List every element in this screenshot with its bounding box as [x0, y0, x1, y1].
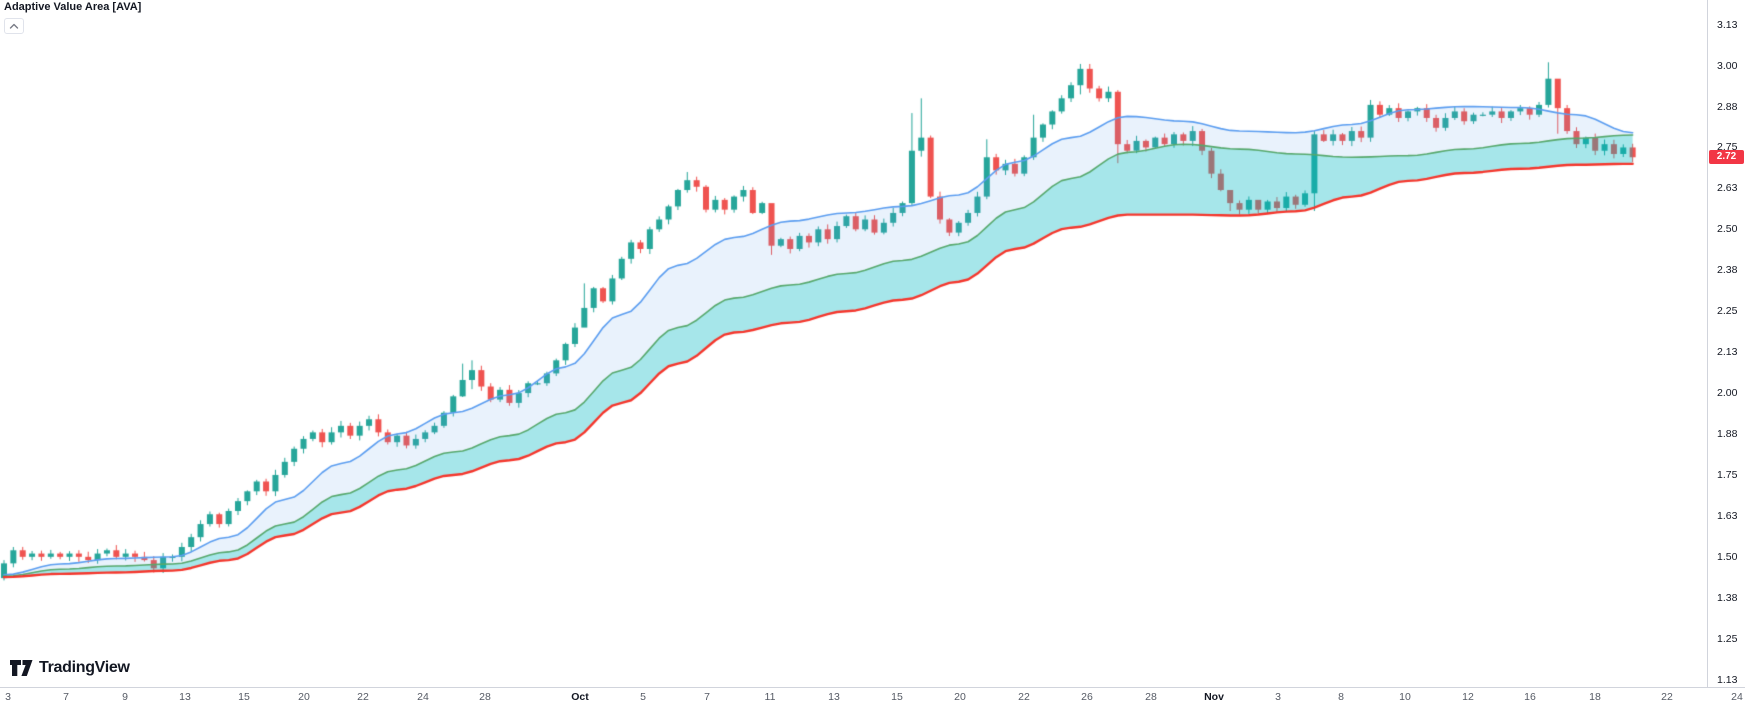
price-tick: 1.75: [1717, 468, 1738, 481]
time-tick: 7: [63, 691, 69, 703]
time-tick: Oct: [571, 691, 589, 703]
collapse-indicator-button[interactable]: [4, 18, 24, 34]
tradingview-logo-icon: [10, 660, 33, 676]
price-tick: 2.25: [1717, 305, 1738, 318]
time-tick: 24: [417, 691, 429, 703]
price-tick: 1.50: [1717, 550, 1738, 563]
price-tick: 1.13: [1717, 673, 1738, 686]
price-tick: 1.25: [1717, 632, 1738, 645]
price-tick: 2.88: [1717, 100, 1738, 113]
time-tick: 24: [1731, 691, 1743, 703]
time-tick: 20: [954, 691, 966, 703]
time-tick: 10: [1399, 691, 1411, 703]
time-tick: 15: [891, 691, 903, 703]
indicator-legend[interactable]: Adaptive Value Area [AVA]: [4, 1, 141, 34]
indicator-title: Adaptive Value Area [AVA]: [4, 1, 142, 13]
chevron-up-icon: [9, 23, 19, 29]
time-tick: 15: [238, 691, 250, 703]
time-tick: 26: [1081, 691, 1093, 703]
time-tick: 8: [1338, 691, 1344, 703]
price-tick: 3.13: [1717, 18, 1738, 31]
time-tick: 12: [1462, 691, 1474, 703]
price-tick: 2.63: [1717, 182, 1738, 195]
tradingview-attribution[interactable]: TradingView: [10, 658, 130, 678]
time-axis[interactable]: 3 7 9 13 15 20 22 24 28 Oct 5 7 11 13 15 20 22 26 28 Nov 3 8 1…: [0, 687, 1745, 707]
time-tick: 5: [640, 691, 646, 703]
price-tick: 1.63: [1717, 509, 1738, 522]
time-tick: 16: [1524, 691, 1536, 703]
last-price-badge: 2.72: [1709, 150, 1744, 165]
time-tick: 22: [1661, 691, 1673, 703]
price-axis[interactable]: 3.13 3.00 2.88 2.75 2.63 2.50 2.38 2.25 2.13 2.00…: [1707, 0, 1745, 687]
time-tick: 13: [828, 691, 840, 703]
time-tick: 7: [704, 691, 710, 703]
time-tick: Nov: [1204, 691, 1224, 703]
time-tick: 11: [764, 691, 776, 703]
time-tick: 3: [1275, 691, 1281, 703]
price-tick: 2.00: [1717, 387, 1738, 400]
price-tick: 1.38: [1717, 591, 1738, 604]
time-tick: 13: [179, 691, 191, 703]
time-tick: 28: [1145, 691, 1157, 703]
price-tick: 2.38: [1717, 264, 1738, 277]
time-tick: 20: [298, 691, 310, 703]
time-tick: 22: [1018, 691, 1030, 703]
time-tick: 3: [5, 691, 11, 703]
time-tick: 18: [1589, 691, 1601, 703]
price-tick: 1.88: [1717, 428, 1738, 440]
tradingview-logo-text: TradingView: [39, 659, 130, 676]
time-tick: 22: [357, 691, 369, 703]
time-tick: 9: [122, 691, 128, 703]
price-tick: 3.00: [1717, 59, 1738, 72]
price-tick: 2.50: [1717, 223, 1738, 236]
price-tick: 2.13: [1717, 346, 1738, 359]
time-tick: 28: [479, 691, 491, 703]
